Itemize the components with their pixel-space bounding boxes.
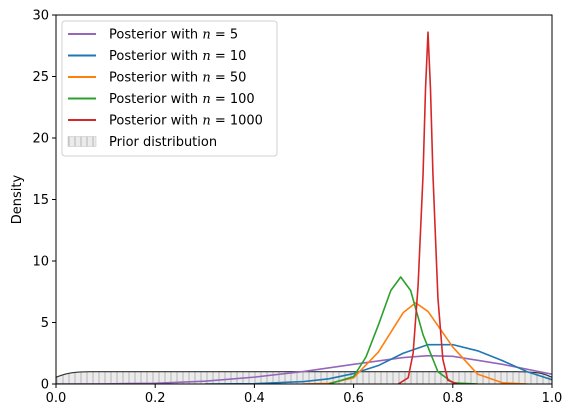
x-tick-label: 0.8 — [442, 391, 463, 406]
x-axis: 0.0 0.2 0.4 0.6 0.8 1.0 — [46, 384, 563, 406]
y-axis-label: Density — [10, 174, 25, 224]
series-line-n-10 — [204, 343, 552, 384]
legend-label-n-1000: Posterior with n = 1000 — [109, 114, 263, 129]
y-tick-label: 10 — [32, 255, 49, 270]
x-tick-label: 0.4 — [244, 391, 265, 406]
y-tick-label: 0 — [41, 378, 49, 393]
legend-label-n-5: Posterior with n = 5 — [109, 28, 238, 43]
legend-label-n-100: Posterior with n = 100 — [109, 92, 255, 107]
y-tick-label: 5 — [41, 316, 49, 331]
legend-box — [61, 20, 278, 157]
legend-label-n-10: Posterior with n = 10 — [109, 49, 246, 64]
x-tick-label: 0.0 — [46, 391, 67, 406]
series-line-n-1000 — [397, 31, 459, 384]
legend-label-n-50: Posterior with n = 50 — [109, 71, 246, 86]
posterior-series-group — [56, 31, 552, 384]
prior-outline — [56, 371, 552, 378]
legend-label-prior: Prior distribution — [109, 135, 217, 150]
series-line-n-5 — [56, 354, 552, 384]
x-tick-label: 0.2 — [145, 391, 166, 406]
prior-area-fill — [56, 371, 552, 384]
y-axis: 0 5 10 15 20 25 30 — [32, 9, 56, 393]
x-tick-label: 1.0 — [542, 391, 563, 406]
prior-distribution-area — [56, 371, 552, 384]
x-tick-label: 0.6 — [343, 391, 364, 406]
y-tick-label: 15 — [32, 193, 49, 208]
legend: Posterior with n = 5 Posterior with n = 1… — [61, 20, 278, 157]
legend-swatch-prior — [67, 136, 97, 147]
series-line-n-100 — [328, 276, 478, 384]
y-tick-label: 25 — [32, 70, 49, 85]
y-tick-label: 20 — [32, 132, 49, 147]
y-tick-label: 30 — [32, 9, 49, 24]
